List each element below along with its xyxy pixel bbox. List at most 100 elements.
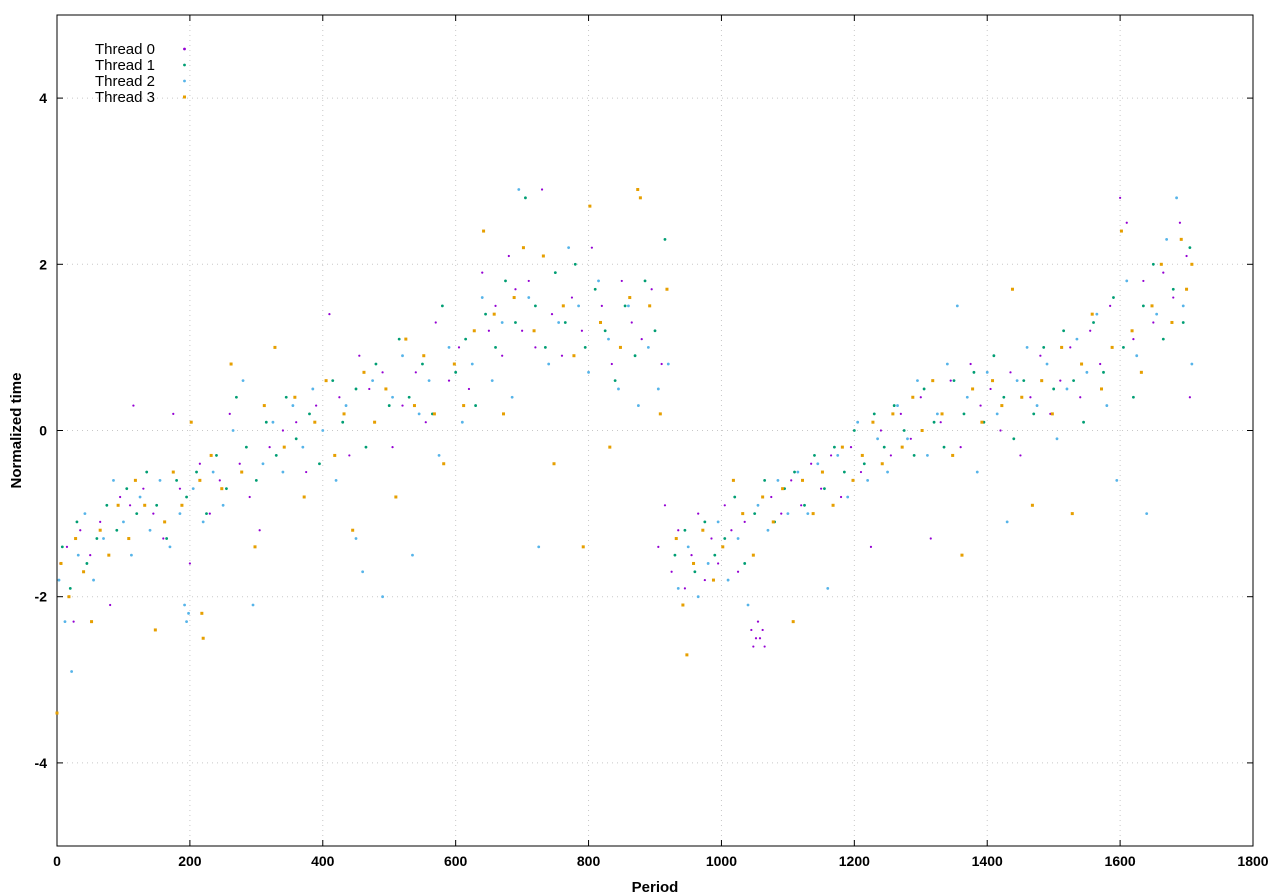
data-point bbox=[534, 346, 537, 349]
data-point bbox=[1020, 395, 1024, 399]
data-point bbox=[810, 462, 813, 465]
data-point bbox=[627, 304, 630, 308]
data-point bbox=[74, 537, 78, 541]
data-point bbox=[273, 345, 277, 349]
data-point bbox=[510, 395, 514, 399]
data-point bbox=[1042, 346, 1046, 349]
data-point bbox=[886, 470, 889, 474]
y-tick-label: 4 bbox=[39, 90, 47, 106]
data-point bbox=[462, 404, 466, 408]
data-point bbox=[404, 337, 408, 341]
data-point bbox=[208, 512, 211, 515]
data-point bbox=[793, 470, 796, 474]
data-point bbox=[786, 512, 790, 515]
data-point bbox=[82, 570, 86, 574]
data-point bbox=[125, 487, 129, 491]
data-point bbox=[427, 379, 431, 383]
data-point bbox=[201, 636, 205, 640]
data-point bbox=[354, 387, 358, 391]
data-point bbox=[95, 537, 99, 540]
data-point bbox=[922, 387, 926, 391]
data-point bbox=[597, 279, 600, 283]
data-point bbox=[1185, 254, 1188, 258]
data-point bbox=[541, 254, 545, 258]
data-point bbox=[962, 412, 966, 416]
data-point bbox=[663, 504, 667, 507]
data-point bbox=[452, 362, 456, 366]
data-point bbox=[83, 512, 87, 515]
data-point bbox=[721, 545, 725, 549]
data-point bbox=[955, 304, 959, 308]
data-point bbox=[989, 387, 992, 391]
data-point bbox=[281, 429, 285, 432]
data-point bbox=[912, 454, 916, 457]
data-point bbox=[670, 570, 673, 573]
data-point bbox=[1022, 379, 1026, 383]
data-point bbox=[387, 404, 391, 407]
data-point bbox=[220, 487, 224, 491]
data-point bbox=[261, 462, 265, 466]
data-point bbox=[318, 462, 321, 466]
data-point bbox=[618, 345, 622, 349]
data-point bbox=[971, 387, 975, 391]
data-point bbox=[803, 503, 806, 507]
data-point bbox=[371, 379, 375, 383]
data-point bbox=[710, 537, 713, 540]
data-point bbox=[251, 603, 255, 607]
data-point bbox=[752, 645, 755, 648]
data-point bbox=[1102, 370, 1105, 374]
data-point bbox=[268, 446, 271, 449]
data-point bbox=[580, 329, 584, 332]
data-point bbox=[633, 354, 637, 358]
data-point bbox=[1059, 379, 1062, 382]
data-point bbox=[354, 537, 358, 540]
data-point bbox=[75, 520, 79, 524]
data-point bbox=[969, 362, 972, 366]
data-point bbox=[1122, 346, 1125, 349]
data-point bbox=[563, 321, 567, 324]
data-point bbox=[951, 453, 955, 457]
data-point bbox=[1060, 345, 1064, 349]
data-point bbox=[532, 329, 536, 333]
data-point bbox=[1162, 271, 1165, 274]
data-point bbox=[492, 312, 496, 316]
data-point bbox=[1188, 396, 1191, 399]
data-point bbox=[116, 503, 120, 507]
series-thread-3 bbox=[55, 188, 1194, 715]
data-point bbox=[607, 337, 610, 341]
data-point bbox=[1032, 412, 1036, 416]
data-point bbox=[547, 362, 551, 366]
data-point bbox=[348, 454, 351, 457]
data-point bbox=[368, 387, 371, 391]
data-point bbox=[823, 487, 826, 491]
data-point bbox=[693, 570, 697, 574]
data-point bbox=[593, 287, 597, 291]
x-tick-label: 1200 bbox=[839, 853, 870, 869]
data-point bbox=[1112, 296, 1115, 299]
data-point bbox=[791, 620, 795, 624]
data-point bbox=[872, 412, 876, 416]
data-point bbox=[1050, 412, 1054, 416]
data-point bbox=[638, 196, 642, 200]
x-tick-label: 0 bbox=[53, 853, 61, 869]
data-point bbox=[521, 329, 524, 332]
data-point bbox=[434, 321, 437, 324]
data-point bbox=[401, 354, 404, 358]
data-point bbox=[500, 321, 504, 324]
data-point bbox=[820, 487, 823, 490]
data-point bbox=[686, 545, 690, 549]
data-point bbox=[763, 478, 767, 482]
data-point bbox=[995, 412, 999, 416]
data-point bbox=[90, 620, 94, 624]
data-point bbox=[852, 429, 856, 432]
data-point bbox=[703, 520, 707, 524]
data-point bbox=[464, 337, 468, 341]
data-point bbox=[900, 445, 904, 449]
data-point bbox=[932, 420, 936, 424]
data-point bbox=[683, 528, 687, 532]
data-point bbox=[692, 561, 696, 565]
data-point bbox=[896, 404, 899, 407]
